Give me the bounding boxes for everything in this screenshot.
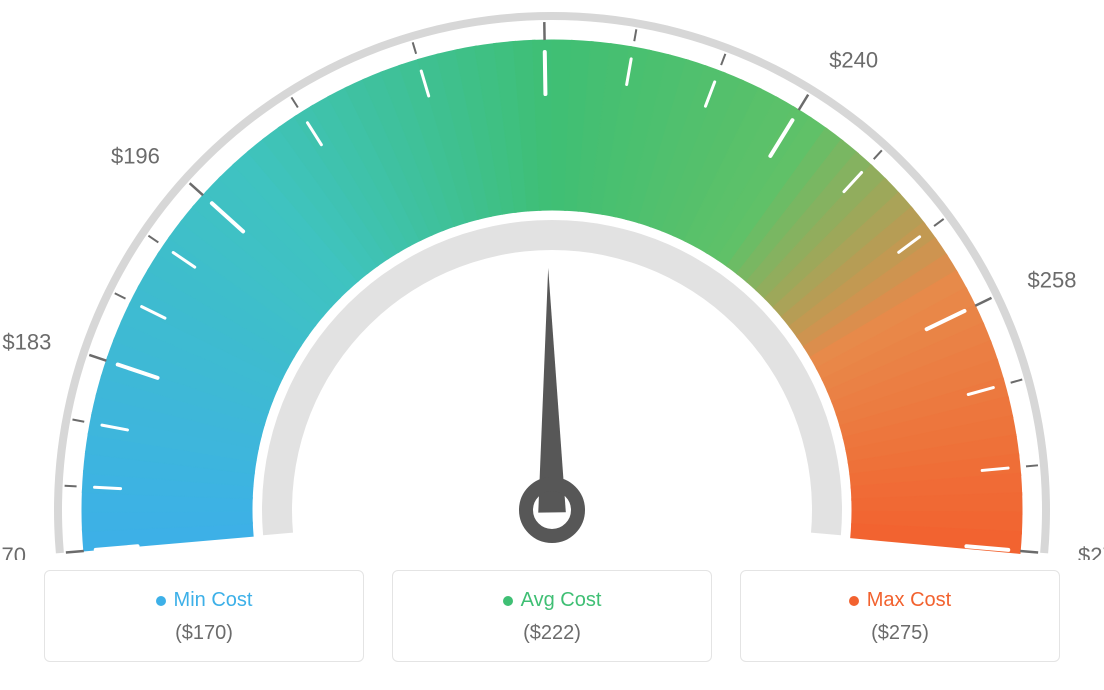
legend-dot-max [849,596,859,606]
legend-label-avg: Avg Cost [503,589,602,612]
gauge-needle [538,268,566,513]
legend-dot-avg [503,596,513,606]
legend-text-min: Min Cost [174,589,253,612]
gauge-tick-label: $240 [829,48,878,73]
gauge-tick-label: $170 [0,543,26,560]
legend-card-avg: Avg Cost ($222) [392,570,712,662]
legend-card-min: Min Cost ($170) [44,570,364,662]
legend-text-avg: Avg Cost [521,589,602,612]
legend-value-max: ($275) [751,622,1049,645]
gauge-tick-label: $258 [1028,268,1077,293]
legend-card-max: Max Cost ($275) [740,570,1060,662]
legend-text-max: Max Cost [867,589,951,612]
legend-label-max: Max Cost [849,589,951,612]
gauge-chart: $170$183$196$222$240$258$275 [0,0,1104,560]
gauge-tick-label: $196 [111,143,160,168]
legend-row: Min Cost ($170) Avg Cost ($222) Max Cost… [0,570,1104,662]
gauge-tick-label: $275 [1078,543,1104,560]
legend-value-min: ($170) [55,622,353,645]
legend-label-min: Min Cost [156,589,253,612]
legend-value-avg: ($222) [403,622,701,645]
gauge-svg: $170$183$196$222$240$258$275 [0,0,1104,560]
legend-dot-min [156,596,166,606]
gauge-tick-label: $183 [2,329,51,354]
